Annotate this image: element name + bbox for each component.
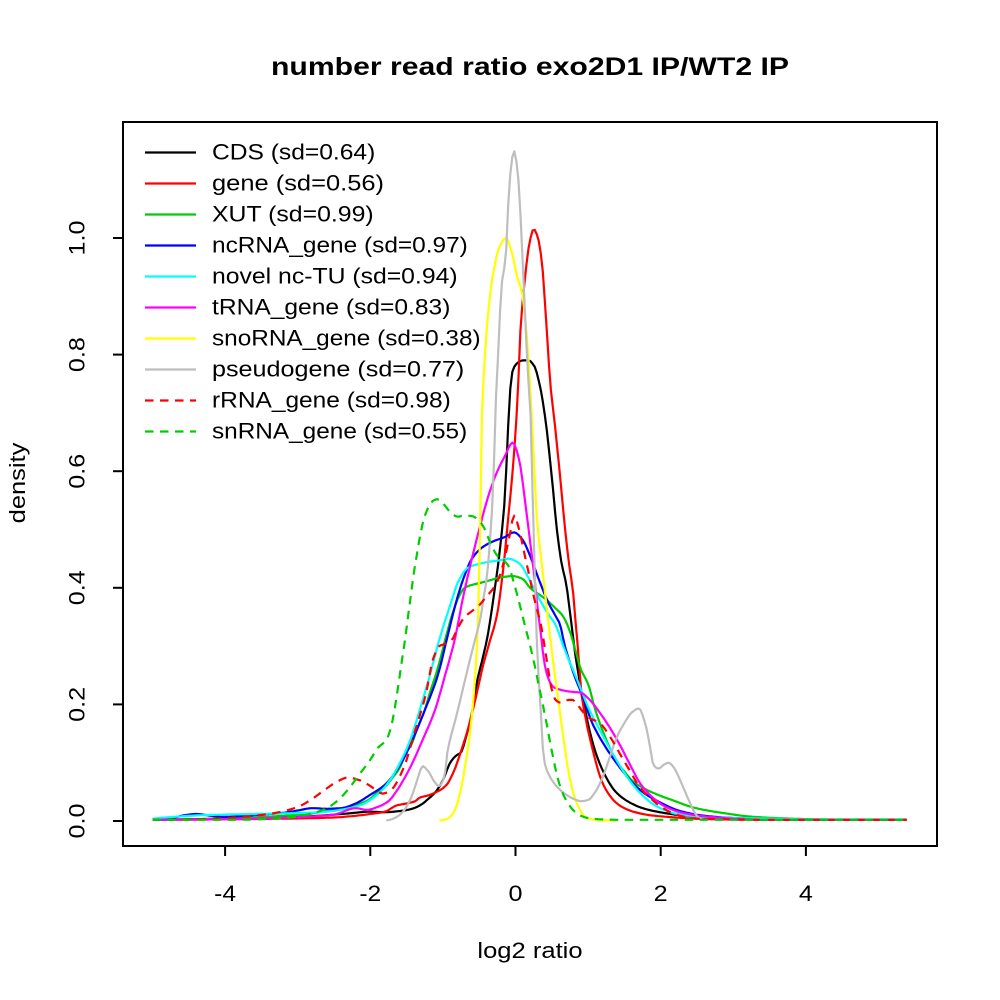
svg-text:snRNA_gene (sd=0.55): snRNA_gene (sd=0.55) [212,419,467,444]
svg-text:density: density [5,443,30,524]
svg-text:0: 0 [509,881,523,906]
svg-text:novel nc-TU (sd=0.94): novel nc-TU (sd=0.94) [212,264,458,289]
svg-text:1.0: 1.0 [65,221,90,256]
svg-text:ncRNA_gene (sd=0.97): ncRNA_gene (sd=0.97) [212,233,468,258]
svg-text:-4: -4 [214,881,236,906]
svg-text:snoRNA_gene (sd=0.38): snoRNA_gene (sd=0.38) [212,326,481,351]
svg-text:4: 4 [799,881,813,906]
svg-text:0.2: 0.2 [65,687,90,722]
svg-text:-2: -2 [359,881,381,906]
svg-text:0.4: 0.4 [65,570,90,605]
svg-text:0.6: 0.6 [65,454,90,489]
svg-text:number read ratio exo2D1 IP/WT: number read ratio exo2D1 IP/WT2 IP [271,53,789,81]
svg-text:gene (sd=0.56): gene (sd=0.56) [212,171,384,196]
svg-text:0.8: 0.8 [65,337,90,372]
svg-text:CDS (sd=0.64): CDS (sd=0.64) [212,140,375,165]
svg-text:0.0: 0.0 [65,804,90,839]
svg-text:pseudogene (sd=0.77): pseudogene (sd=0.77) [212,357,464,382]
svg-text:tRNA_gene (sd=0.83): tRNA_gene (sd=0.83) [212,295,450,320]
svg-text:rRNA_gene (sd=0.98): rRNA_gene (sd=0.98) [212,388,451,413]
svg-text:XUT (sd=0.99): XUT (sd=0.99) [212,202,374,227]
svg-text:2: 2 [654,881,668,906]
svg-text:log2 ratio: log2 ratio [477,938,582,963]
